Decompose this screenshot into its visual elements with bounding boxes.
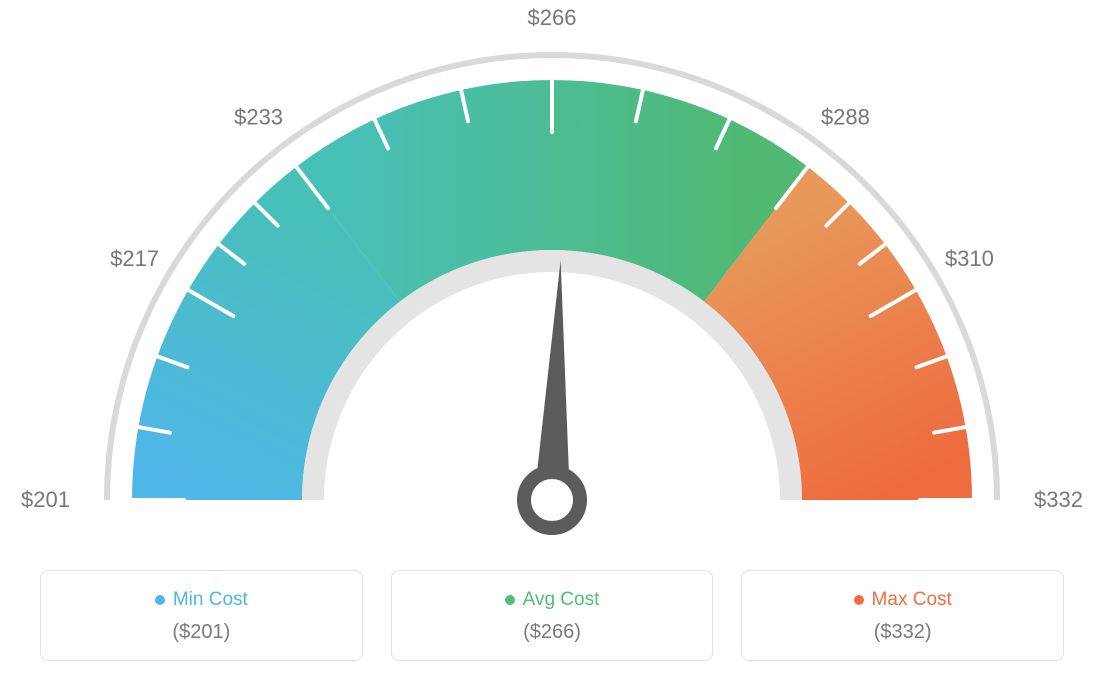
avg-value: ($266) xyxy=(402,621,703,644)
min-value: ($201) xyxy=(51,621,352,644)
gauge-tick-label: $217 xyxy=(110,246,159,271)
gauge-tick-label: $288 xyxy=(821,105,870,130)
min-cost-card: Min Cost ($201) xyxy=(40,570,363,661)
gauge-tick-label: $310 xyxy=(945,246,994,271)
gauge-hub xyxy=(524,472,580,528)
min-label: Min Cost xyxy=(173,589,248,611)
max-label: Max Cost xyxy=(872,589,952,611)
cost-cards: Min Cost ($201) Avg Cost ($266) Max Cost… xyxy=(0,570,1104,661)
avg-dot xyxy=(505,595,515,605)
max-value: ($332) xyxy=(752,621,1053,644)
max-dot xyxy=(854,595,864,605)
gauge-tick-label: $266 xyxy=(528,5,577,30)
gauge-tick-label: $233 xyxy=(234,105,283,130)
gauge-tick-label: $332 xyxy=(1034,487,1083,512)
avg-cost-card: Avg Cost ($266) xyxy=(391,570,714,661)
gauge-tick-label: $201 xyxy=(21,487,70,512)
cost-gauge: $201 $217 $233 $266 $288 $310 $332 xyxy=(0,0,1104,560)
min-dot xyxy=(155,595,165,605)
avg-label: Avg Cost xyxy=(523,589,600,611)
max-cost-card: Max Cost ($332) xyxy=(741,570,1064,661)
